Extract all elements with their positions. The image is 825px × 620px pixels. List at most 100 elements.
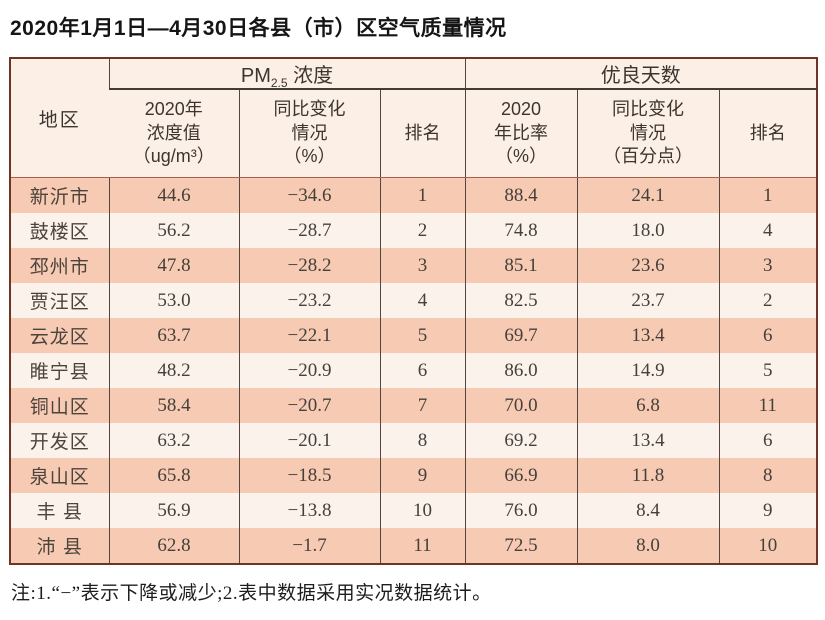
column-header-days-rank: 排名 <box>718 89 818 178</box>
value-cell: 6.8 <box>576 388 720 423</box>
value-cell: −13.8 <box>238 493 380 528</box>
group-header-row: 地区 PM2.5 浓度 优良天数 <box>10 58 818 178</box>
value-cell: 14.9 <box>576 353 720 388</box>
value-cell: 66.9 <box>464 458 578 493</box>
table-row: 开发区 63.2 −20.1 8 69.2 13.4 6 <box>10 423 818 458</box>
value-cell: 70.0 <box>464 388 578 423</box>
region-cell: 开发区 <box>10 423 109 458</box>
value-cell: 82.5 <box>464 283 578 318</box>
value-cell: 9 <box>379 458 466 493</box>
value-cell: 62.8 <box>108 528 239 564</box>
table-header: 地区 PM2.5 浓度 优良天数 2020年 浓度值 （ug/m³） 同比变化 … <box>10 58 818 178</box>
value-cell: 6 <box>718 318 818 353</box>
value-cell: 8 <box>379 423 466 458</box>
table-row: 沛 县 62.8 −1.7 11 72.5 8.0 10 <box>10 528 818 564</box>
value-cell: 63.7 <box>108 318 239 353</box>
region-cell: 鼓楼区 <box>10 213 109 248</box>
value-cell: 63.2 <box>108 423 239 458</box>
value-cell: 2 <box>718 283 818 318</box>
value-cell: 56.2 <box>108 213 239 248</box>
table-row: 铜山区 58.4 −20.7 7 70.0 6.8 11 <box>10 388 818 423</box>
column-header-pm-value: 2020年 浓度值 （ug/m³） <box>109 89 239 178</box>
footnote: 注:1.“−”表示下降或减少;2.表中数据采用实况数据统计。 <box>11 583 492 604</box>
value-cell: 11 <box>379 528 466 564</box>
column-header-pm-change: 同比变化 情况 （%） <box>238 89 380 178</box>
value-cell: −20.1 <box>238 423 380 458</box>
value-cell: 6 <box>718 423 818 458</box>
value-cell: 74.8 <box>464 213 578 248</box>
value-cell: 3 <box>379 248 466 283</box>
region-cell: 云龙区 <box>10 318 109 353</box>
value-cell: −23.2 <box>238 283 380 318</box>
value-cell: 10 <box>379 493 466 528</box>
value-cell: −18.5 <box>238 458 380 493</box>
value-cell: 13.4 <box>576 423 720 458</box>
value-cell: 88.4 <box>464 177 578 213</box>
value-cell: −28.7 <box>238 213 380 248</box>
value-cell: 4 <box>379 283 466 318</box>
value-cell: 2 <box>379 213 466 248</box>
value-cell: 23.6 <box>576 248 720 283</box>
page-title: 2020年1月1日—4月30日各县（市）区空气质量情况 <box>10 17 507 40</box>
region-cell: 铜山区 <box>10 388 109 423</box>
pm25-subscript: 2.5 <box>270 76 288 89</box>
column-header-days-rate: 2020 年比率 （%） <box>464 89 578 178</box>
value-cell: 1 <box>379 177 466 213</box>
value-cell: 13.4 <box>576 318 720 353</box>
region-cell: 邳州市 <box>10 248 109 283</box>
value-cell: 69.7 <box>464 318 578 353</box>
value-cell: 65.8 <box>108 458 239 493</box>
value-cell: 48.2 <box>108 353 239 388</box>
value-cell: −20.7 <box>238 388 380 423</box>
value-cell: 3 <box>718 248 818 283</box>
value-cell: 7 <box>379 388 466 423</box>
value-cell: 86.0 <box>464 353 578 388</box>
value-cell: 53.0 <box>108 283 239 318</box>
table-row: 鼓楼区 56.2 −28.7 2 74.8 18.0 4 <box>10 213 818 248</box>
table-row: 新沂市 44.6 −34.6 1 88.4 24.1 1 <box>10 177 818 213</box>
value-cell: 24.1 <box>576 177 720 213</box>
column-header-days-change: 同比变化 情况 （百分点） <box>576 89 720 178</box>
value-cell: 5 <box>379 318 466 353</box>
value-cell: 72.5 <box>464 528 578 564</box>
value-cell: 85.1 <box>464 248 578 283</box>
value-cell: 23.7 <box>576 283 720 318</box>
column-header-region: 地区 <box>10 58 109 178</box>
region-cell: 丰 县 <box>10 493 109 528</box>
air-quality-table: 地区 PM2.5 浓度 优良天数 2020年 浓度值 （ug/m³） 同比变化 … <box>9 57 819 565</box>
table-row: 贾汪区 53.0 −23.2 4 82.5 23.7 2 <box>10 283 818 318</box>
value-cell: 10 <box>718 528 818 564</box>
value-cell: 76.0 <box>464 493 578 528</box>
value-cell: −20.9 <box>238 353 380 388</box>
table-row: 云龙区 63.7 −22.1 5 69.7 13.4 6 <box>10 318 818 353</box>
value-cell: 8.0 <box>576 528 720 564</box>
value-cell: 6 <box>379 353 466 388</box>
group-header-good-days: 优良天数 <box>464 58 818 90</box>
region-cell: 泉山区 <box>10 458 109 493</box>
value-cell: 18.0 <box>576 213 720 248</box>
region-cell: 沛 县 <box>10 528 109 564</box>
value-cell: 47.8 <box>108 248 239 283</box>
value-cell: −34.6 <box>238 177 380 213</box>
value-cell: 69.2 <box>464 423 578 458</box>
value-cell: 1 <box>718 177 818 213</box>
value-cell: 5 <box>718 353 818 388</box>
table-row: 泉山区 65.8 −18.5 9 66.9 11.8 8 <box>10 458 818 493</box>
region-cell: 贾汪区 <box>10 283 109 318</box>
value-cell: −28.2 <box>238 248 380 283</box>
table-body: 新沂市 44.6 −34.6 1 88.4 24.1 1 鼓楼区 56.2 −28.7 2 74.8 1… <box>10 177 818 564</box>
value-cell: 56.9 <box>108 493 239 528</box>
value-cell: 11 <box>718 388 818 423</box>
group-header-pm25: PM2.5 浓度 <box>108 58 466 90</box>
value-cell: 9 <box>718 493 818 528</box>
table-row: 邳州市 47.8 −28.2 3 85.1 23.6 3 <box>10 248 818 283</box>
value-cell: 8 <box>718 458 818 493</box>
value-cell: −22.1 <box>238 318 380 353</box>
sub-header-row: 2020年 浓度值 （ug/m³） 同比变化 情况 （%） 排名 2020 年比… <box>10 89 818 178</box>
table-row: 睢宁县 48.2 −20.9 6 86.0 14.9 5 <box>10 353 818 388</box>
value-cell: 44.6 <box>108 177 239 213</box>
pm25-label-rest: 浓度 <box>287 65 334 87</box>
region-cell: 新沂市 <box>10 177 109 213</box>
region-cell: 睢宁县 <box>10 353 109 388</box>
value-cell: 4 <box>718 213 818 248</box>
